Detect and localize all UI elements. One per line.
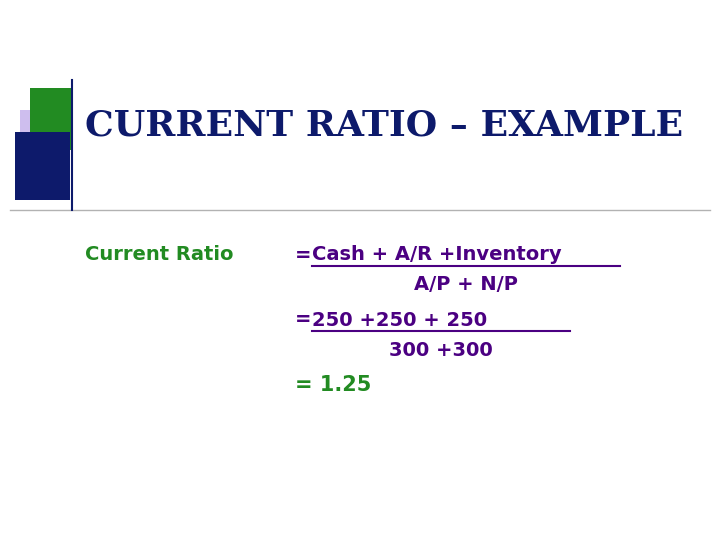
Text: 300 +300: 300 +300 xyxy=(389,341,493,360)
Text: = 1.25: = 1.25 xyxy=(295,375,372,395)
Text: A/P + N/P: A/P + N/P xyxy=(414,275,518,294)
Text: Cash + A/R +Inventory: Cash + A/R +Inventory xyxy=(312,246,562,265)
Text: 250 +250 + 250: 250 +250 + 250 xyxy=(312,310,487,329)
Text: =: = xyxy=(295,310,312,329)
Text: CURRENT RATIO – EXAMPLE: CURRENT RATIO – EXAMPLE xyxy=(85,108,683,142)
Text: =: = xyxy=(295,246,312,265)
Bar xyxy=(30,88,72,150)
Bar xyxy=(20,110,68,180)
Text: Current Ratio: Current Ratio xyxy=(85,246,233,265)
Bar xyxy=(15,132,70,200)
